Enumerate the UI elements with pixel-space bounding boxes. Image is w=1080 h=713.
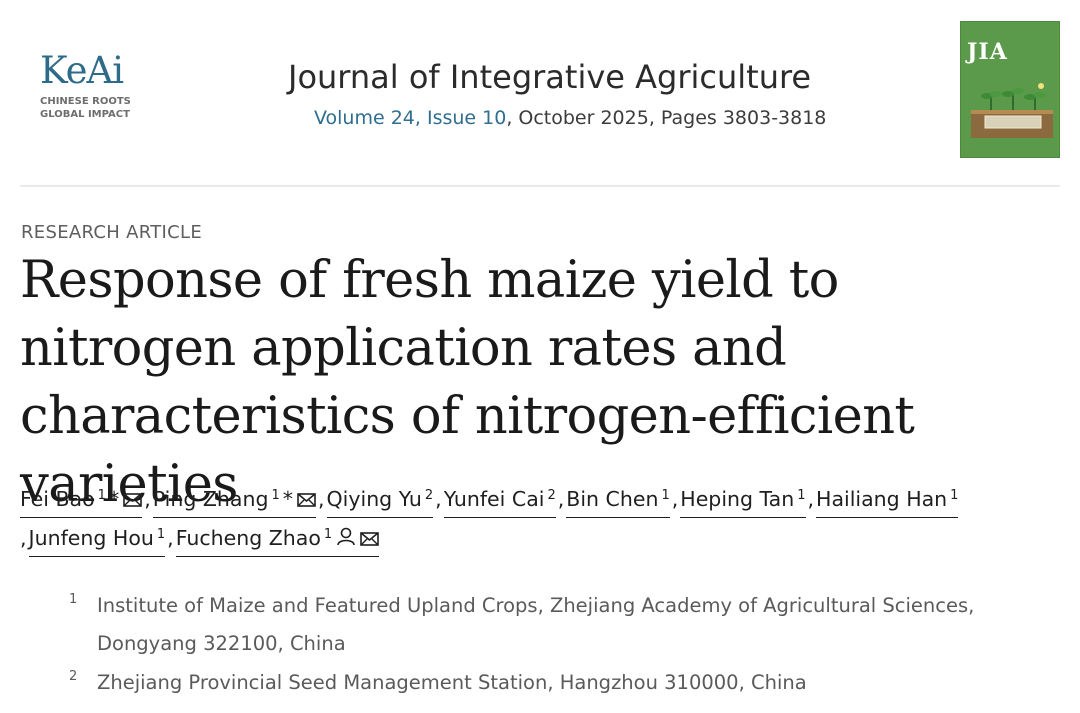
affiliation-text: Zhejiang Provincial Seed Management Stat… bbox=[97, 671, 807, 694]
cover-illustration bbox=[971, 83, 1053, 138]
envelope-icon[interactable] bbox=[123, 493, 143, 507]
author-link[interactable]: Fucheng Zhao 1 bbox=[175, 526, 380, 557]
author-link[interactable]: Fei Bao 1 * bbox=[20, 487, 143, 518]
person-icon[interactable] bbox=[336, 527, 356, 546]
cover-wordmark: JIA bbox=[967, 39, 1008, 65]
corresponding-mark: * bbox=[282, 487, 293, 511]
logo-wordmark: KeAi bbox=[40, 49, 124, 92]
affiliation-2: 2 Zhejiang Provincial Seed Management St… bbox=[60, 664, 1060, 702]
article-title: Response of fresh maize yield to nitroge… bbox=[20, 251, 915, 514]
article-type: RESEARCH ARTICLE bbox=[21, 222, 203, 243]
affiliation-number: 2 bbox=[69, 669, 78, 684]
affiliation-1: 1 Institute of Maize and Featured Upland… bbox=[60, 587, 1060, 663]
envelope-icon[interactable] bbox=[297, 493, 316, 507]
author-link[interactable]: Bin Chen 1 bbox=[566, 487, 670, 518]
author-separator: , bbox=[144, 487, 151, 511]
journal-title[interactable]: Journal of Integrative Agriculture bbox=[288, 58, 812, 96]
author-separator: , bbox=[167, 526, 174, 550]
affiliation-number: 1 bbox=[69, 592, 78, 607]
author-separator: , bbox=[318, 487, 325, 511]
author-link[interactable]: Ping Zhang 1 * bbox=[152, 487, 316, 518]
journal-cover[interactable]: JIA bbox=[960, 21, 1060, 158]
author-separator: , bbox=[20, 526, 27, 550]
author-list: Fei Bao 1 * ,Ping Zhang 1 * ,Qiying Yu 2,Yunfei… bbox=[20, 480, 1065, 558]
issue-line: Volume 24, Issue 10, October 2025, Pages… bbox=[314, 107, 826, 129]
affiliation-text: Institute of Maize and Featured Upland C… bbox=[97, 594, 975, 655]
header-divider bbox=[20, 185, 1060, 187]
author-separator: , bbox=[807, 487, 815, 511]
logo-tagline-1: CHINESE ROOTS bbox=[40, 96, 131, 107]
corresponding-mark: * bbox=[108, 487, 120, 511]
author-link[interactable]: Yunfei Cai 2 bbox=[443, 487, 556, 518]
envelope-icon[interactable] bbox=[360, 532, 379, 546]
author-separator: , bbox=[435, 487, 442, 511]
author-link[interactable]: Hailiang Han 1 bbox=[816, 487, 959, 518]
date-pages: , October 2025, Pages 3803-3818 bbox=[506, 107, 827, 129]
author-link[interactable]: Qiying Yu 2 bbox=[326, 487, 434, 518]
volume-issue-link[interactable]: Volume 24, Issue 10 bbox=[314, 107, 507, 129]
author-link[interactable]: Junfeng Hou 1 bbox=[28, 526, 166, 557]
author-separator: , bbox=[671, 487, 679, 511]
author-link[interactable]: Heping Tan 1 bbox=[680, 487, 806, 518]
logo-tagline-2: GLOBAL IMPACT bbox=[40, 109, 130, 120]
publisher-logo[interactable]: KeAi CHINESE ROOTS GLOBAL IMPACT bbox=[40, 52, 150, 121]
author-separator: , bbox=[557, 487, 565, 511]
